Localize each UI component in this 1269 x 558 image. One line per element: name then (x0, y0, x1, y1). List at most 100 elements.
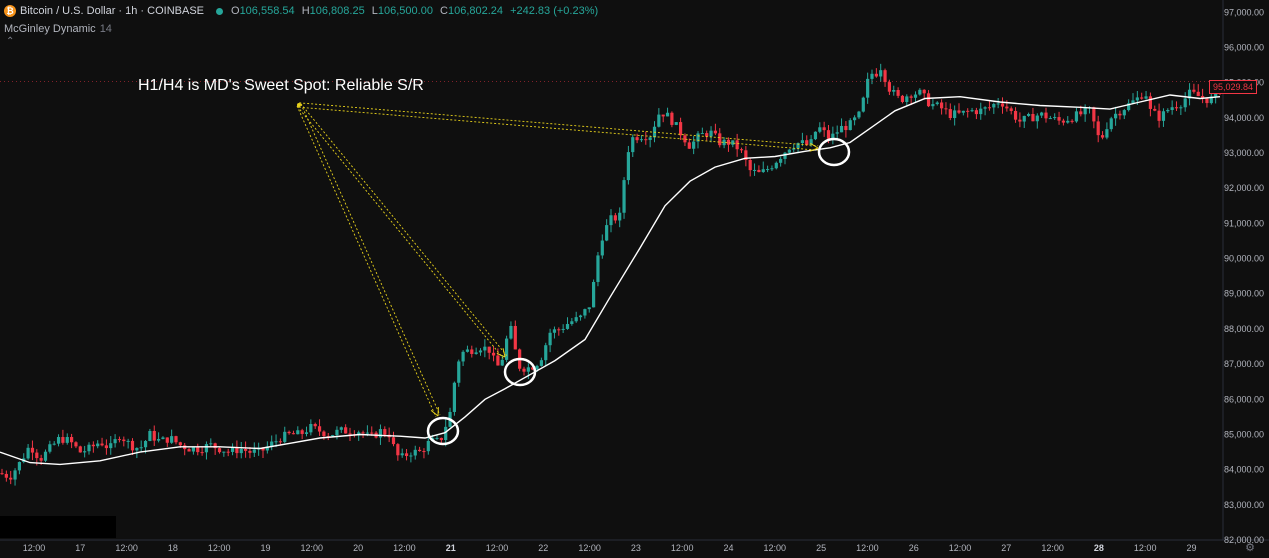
candle-body (313, 423, 317, 427)
candle-body (248, 450, 252, 453)
y-tick-label: 82,000.00 (1224, 535, 1264, 545)
x-tick-label: 24 (723, 543, 733, 553)
candle-body (378, 429, 383, 438)
change-value: +242.83 (+0.23%) (510, 5, 599, 17)
support-highlight-circle (817, 137, 851, 167)
candle-body (1092, 107, 1096, 122)
candle-body (809, 139, 813, 145)
candle-body (278, 441, 282, 443)
y-tick-label: 90,000.00 (1224, 254, 1264, 264)
support-highlight-circle (503, 357, 537, 387)
candle-body (230, 447, 235, 452)
symbol-title[interactable]: Bitcoin / U.S. Dollar · 1h · COINBASE (20, 5, 204, 17)
candle-body (130, 440, 135, 451)
last-price-label: 95,029.84 (1208, 80, 1257, 94)
x-tick-label: 26 (909, 543, 919, 553)
candle-body (122, 439, 126, 442)
candle-body (187, 449, 191, 452)
x-tick-label: 25 (816, 543, 826, 553)
candle-body (1035, 115, 1039, 122)
x-tick-label: 19 (260, 543, 270, 553)
candle-body (1013, 110, 1018, 120)
candle-body (648, 137, 652, 140)
candle-body (600, 240, 604, 256)
candle-body (731, 140, 735, 145)
candle-body (587, 307, 591, 310)
candle-body (879, 70, 883, 77)
candle-body (152, 430, 156, 441)
candle-body (1066, 120, 1070, 123)
x-tick-label: 12:00 (578, 543, 601, 553)
candle-body (1100, 135, 1105, 138)
candle-body (613, 215, 617, 221)
candle-body (335, 429, 339, 436)
candle-body (170, 436, 174, 443)
x-tick-label: 12:00 (856, 543, 879, 553)
candle-body (744, 150, 748, 160)
candle-body (1061, 120, 1065, 123)
candle-body (535, 365, 539, 370)
indicator-row[interactable]: McGinley Dynamic 14 (4, 22, 598, 36)
candle-body (1153, 108, 1157, 111)
gear-icon[interactable]: ⚙ (1245, 542, 1255, 554)
x-tick-label: 12:00 (764, 543, 787, 553)
y-tick-label: 96,000.00 (1224, 42, 1264, 52)
candle-body (500, 359, 504, 366)
bitcoin-icon: ₿ (4, 5, 16, 17)
candle-body (935, 102, 939, 105)
candle-body (196, 447, 200, 453)
candle-body (1183, 98, 1187, 108)
candle-body (1118, 113, 1122, 116)
candle-body (344, 427, 348, 434)
y-tick-label: 86,000.00 (1224, 394, 1264, 404)
x-tick-label: 12:00 (301, 543, 324, 553)
candle-body (1144, 96, 1148, 99)
y-tick-label: 88,000.00 (1224, 324, 1264, 334)
candle-body (213, 443, 217, 449)
x-tick-label: 12:00 (23, 543, 46, 553)
candle-body (409, 455, 413, 457)
x-tick-label: 12:00 (393, 543, 416, 553)
candle-body (622, 180, 626, 213)
x-tick-label: 12:00 (115, 543, 138, 553)
candle-body (222, 451, 226, 453)
y-tick-label: 92,000.00 (1224, 183, 1264, 193)
x-tick-label: 17 (75, 543, 85, 553)
candle-body (48, 444, 52, 452)
candle-body (905, 96, 909, 102)
annotation-arrow (296, 105, 437, 418)
candle-body (787, 149, 791, 153)
x-tick-label: 12:00 (671, 543, 694, 553)
indicator-period: 14 (99, 23, 112, 35)
candle-body (104, 445, 108, 449)
candle-body (444, 426, 448, 441)
candle-body (870, 73, 874, 79)
candle-body (900, 95, 905, 102)
candle-body (1196, 91, 1200, 97)
candle-body (1157, 110, 1161, 121)
x-tick-label: 18 (168, 543, 178, 553)
arrow-head (496, 348, 506, 358)
candle-body (796, 143, 800, 149)
candle-body (304, 432, 309, 434)
x-tick-label: 12:00 (949, 543, 972, 553)
candle-body (83, 451, 87, 453)
chevron-up-icon[interactable]: ⌃ (6, 36, 15, 47)
candle-body (470, 349, 474, 354)
candle-body (522, 368, 526, 372)
x-tick-label: 28 (1094, 543, 1104, 553)
candle-body (309, 423, 313, 433)
candle-body (913, 94, 918, 98)
candle-body (931, 104, 935, 107)
candle-body (687, 142, 691, 149)
y-tick-label: 84,000.00 (1224, 465, 1264, 475)
candle-body (835, 132, 839, 134)
candle-body (966, 110, 970, 112)
candle-body (357, 432, 361, 436)
candle-body (1070, 120, 1074, 122)
candle-body (161, 437, 165, 440)
candle-body (1022, 115, 1026, 122)
candle-body (926, 93, 931, 107)
